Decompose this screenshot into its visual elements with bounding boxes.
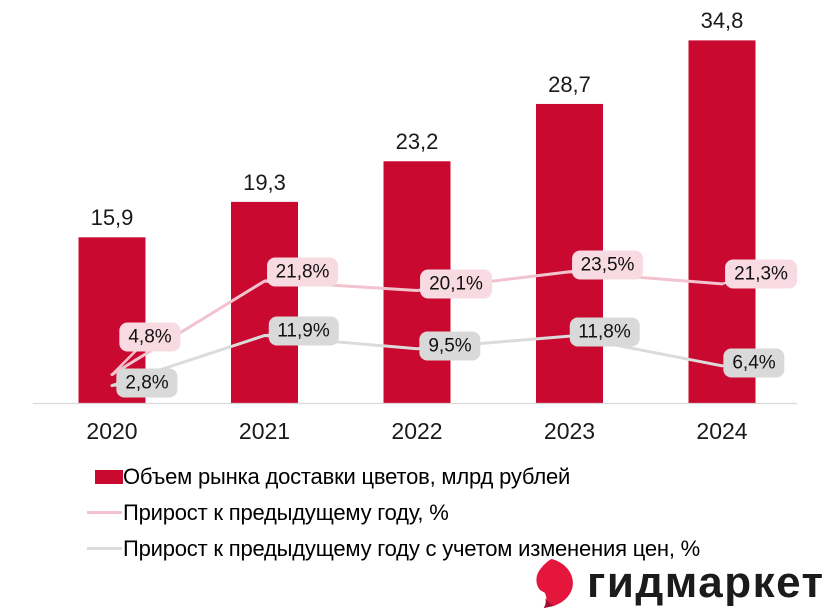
bar-value-label-2020: 15,9	[90, 205, 134, 231]
legend-item-1: Объем рынка доставки цветов, млрд рублей	[87, 464, 700, 489]
x-axis-label-2022: 2022	[391, 418, 443, 444]
x-axis-label-2024: 2024	[696, 418, 748, 444]
bar-value-label-2021: 19,3	[243, 169, 286, 195]
legend-line-swatch-icon	[87, 511, 123, 514]
bar-value-label-2024: 34,8	[700, 8, 744, 34]
legend: Объем рынка доставки цветов, млрд рублей…	[87, 464, 700, 572]
data-label-series2-2021: 11,9%	[268, 316, 339, 346]
swatch	[87, 547, 122, 550]
legend-item-2: Прирост к предыдущему году, %	[87, 500, 700, 525]
petal-icon	[536, 558, 573, 609]
data-label-series2-2022: 9,5%	[419, 331, 481, 361]
legend-item-3: Прирост к предыдущему году с учетом изме…	[87, 536, 700, 561]
legend-bar-swatch-icon	[87, 469, 123, 484]
legend-item-label: Прирост к предыдущему году, %	[123, 499, 449, 525]
legend-line-swatch-icon	[87, 547, 123, 550]
swatch	[95, 469, 123, 484]
data-label-series2-2020: 2,8%	[116, 368, 178, 398]
x-axis-label-2021: 2021	[238, 418, 291, 444]
bar-2024	[688, 40, 756, 403]
x-axis-label-2023: 2023	[543, 418, 596, 444]
brand-logo-text: гидмаркет	[587, 558, 825, 607]
brand-logo: гидмаркет	[531, 556, 825, 609]
data-label-series1-2024: 21,3%	[725, 259, 797, 289]
data-label-series1-2021: 21,8%	[266, 257, 339, 287]
data-label-series1-2020: 4,8%	[119, 322, 181, 352]
bar-value-label-2022: 23,2	[395, 129, 439, 155]
x-axis-label-2020: 2020	[86, 418, 138, 444]
data-label-series1-2023: 23,5%	[571, 250, 644, 280]
data-label-series1-2022: 20,1%	[420, 269, 492, 299]
swatch	[87, 511, 122, 514]
bar-2021	[231, 201, 298, 403]
bar-value-label-2023: 28,7	[548, 71, 591, 97]
legend-item-label: Объем рынка доставки цветов, млрд рублей	[123, 463, 571, 489]
data-label-series2-2024: 6,4%	[723, 348, 785, 378]
data-label-series2-2023: 11,8%	[569, 317, 640, 347]
legend-item-label: Прирост к предыдущему году с учетом изме…	[123, 535, 701, 561]
